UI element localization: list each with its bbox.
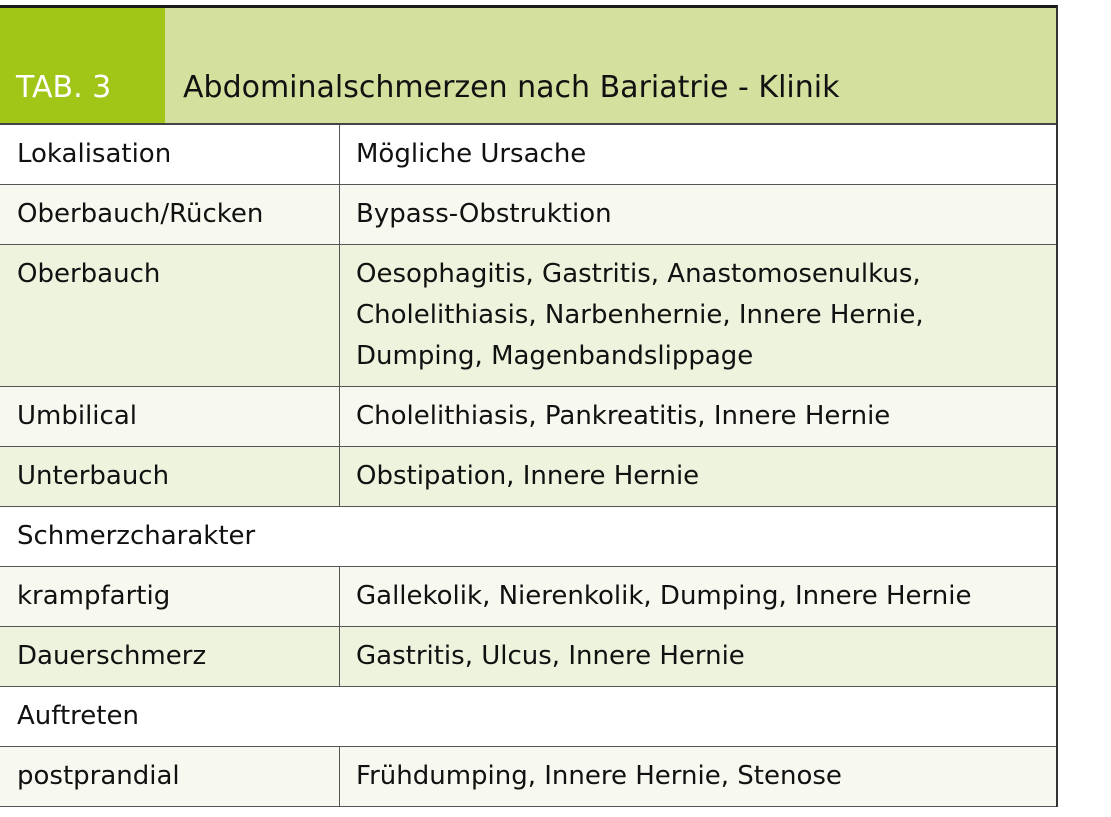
section-label: Schmerzcharakter — [17, 521, 256, 551]
table-row: Dauerschmerz Gastritis, Ulcus, Innere Her… — [0, 627, 1056, 687]
table-row: Oberbauch/Rücken Bypass-Obstruktion — [0, 185, 1056, 245]
section-row: Schmerzcharakter — [0, 507, 1056, 567]
cell: Cholelithiasis, Pankreatitis, Innere Her… — [356, 401, 891, 431]
section-row: Auftreten — [0, 687, 1056, 747]
section-label: Auftreten — [17, 701, 139, 731]
table-row-header: Lokalisation Mögliche Ursache — [0, 125, 1056, 185]
column-header: Mögliche Ursache — [356, 139, 587, 169]
table-row: postprandial Frühdumping, Innere Hernie, … — [0, 747, 1056, 807]
table-number: TAB. 3 — [0, 8, 165, 123]
table-title: Abdominalschmerzen nach Bariatrie - Klin… — [165, 8, 1056, 123]
table-row: krampfartig Gallekolik, Nierenkolik, Dump… — [0, 567, 1056, 627]
table-row: Oberbauch Oesophagitis, Gastritis, Anasto… — [0, 245, 1056, 387]
table-row: Unterbauch Obstipation, Innere Hernie — [0, 447, 1056, 507]
table-row: Umbilical Cholelithiasis, Pankreatitis, I… — [0, 387, 1056, 447]
cell: krampfartig — [0, 567, 340, 626]
cell: Oberbauch/Rücken — [0, 185, 340, 244]
cell: Obstipation, Innere Hernie — [356, 461, 700, 491]
column-header: Lokalisation — [0, 125, 340, 184]
cell: postprandial — [0, 747, 340, 806]
cell: Gallekolik, Nierenkolik, Dumping, Innere… — [356, 581, 972, 611]
cell: Dauerschmerz — [0, 627, 340, 686]
cell: Umbilical — [0, 387, 340, 446]
table: TAB. 3 Abdominalschmerzen nach Bariatrie… — [0, 5, 1058, 807]
cell: Bypass-Obstruktion — [356, 199, 612, 229]
cell: Oberbauch — [0, 245, 340, 386]
cell: Gastritis, Ulcus, Innere Hernie — [356, 641, 745, 671]
table-header: TAB. 3 Abdominalschmerzen nach Bariatrie… — [0, 8, 1056, 125]
cell: Frühdumping, Innere Hernie, Stenose — [356, 761, 842, 791]
cell: Unterbauch — [0, 447, 340, 506]
cell: Oesophagitis, Gastritis, Anastomosenulku… — [356, 259, 924, 371]
